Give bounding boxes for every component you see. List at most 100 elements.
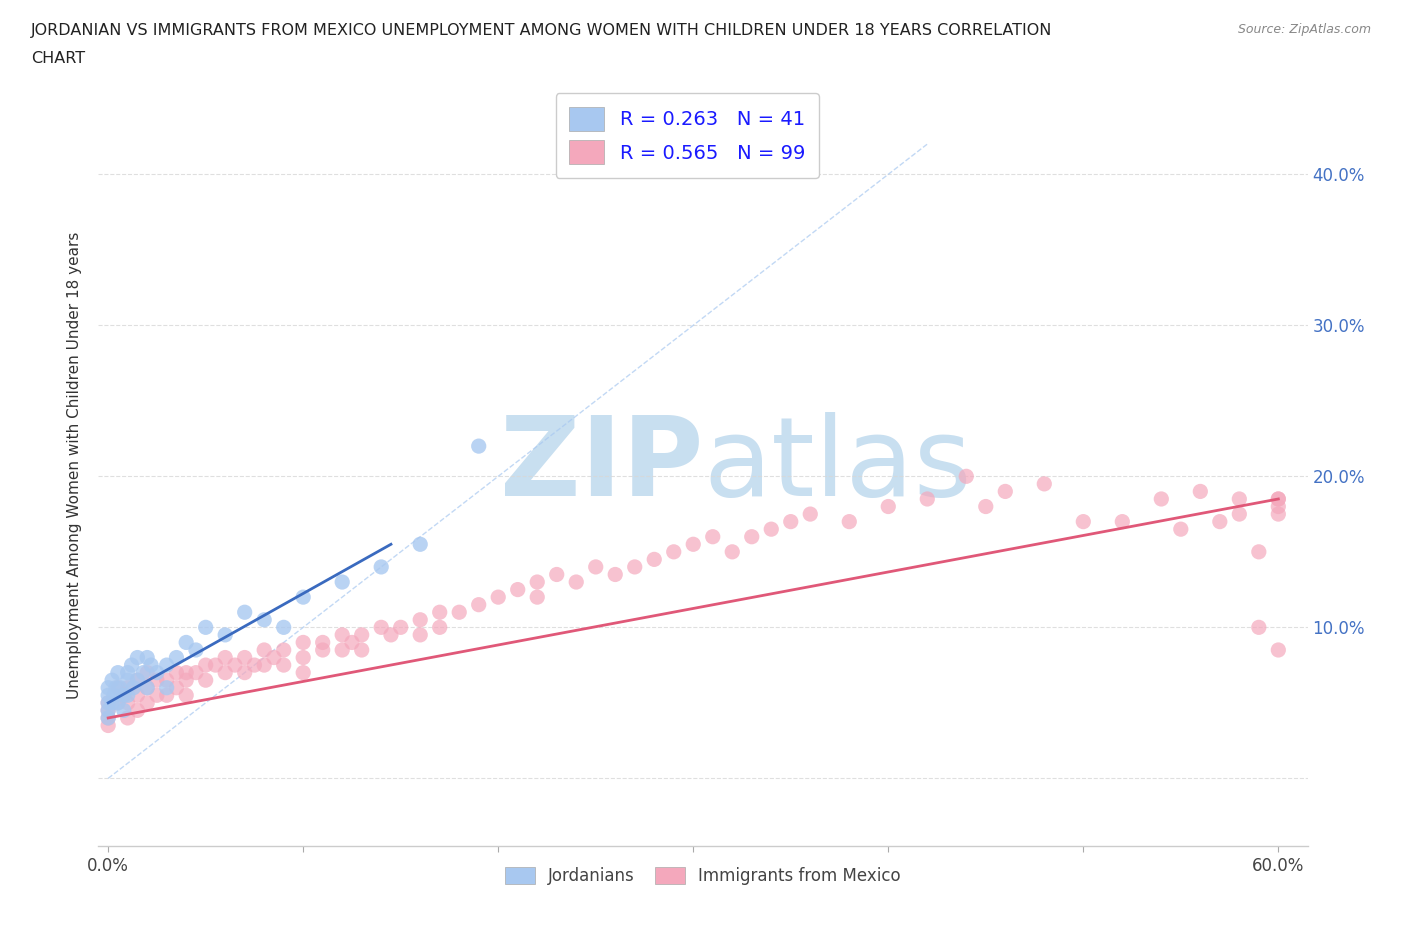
Point [184, 643, 207, 658]
Point [409, 628, 432, 643]
Point [122, 681, 145, 696]
Point [955, 469, 977, 484]
Text: ZIP: ZIP [499, 411, 703, 519]
Point [682, 537, 704, 551]
Point [1247, 544, 1270, 559]
Point [117, 688, 139, 703]
Point [292, 590, 315, 604]
Point [136, 665, 159, 680]
Y-axis label: Unemployment Among Women with Children Under 18 years: Unemployment Among Women with Children U… [67, 232, 83, 698]
Point [146, 672, 169, 687]
Point [526, 575, 548, 590]
Point [127, 672, 149, 687]
Point [1071, 514, 1094, 529]
Point [146, 665, 169, 680]
Point [585, 560, 607, 575]
Point [1033, 476, 1056, 491]
Point [330, 628, 353, 643]
Point [721, 544, 744, 559]
Point [273, 658, 295, 672]
Point [214, 628, 236, 643]
Point [312, 643, 335, 658]
Point [877, 499, 900, 514]
Point [97, 688, 120, 703]
Point [156, 658, 179, 672]
Point [117, 665, 139, 680]
Point [174, 688, 197, 703]
Legend: Jordanians, Immigrants from Mexico: Jordanians, Immigrants from Mexico [498, 860, 908, 891]
Point [292, 665, 315, 680]
Point [292, 650, 315, 665]
Point [136, 681, 159, 696]
Point [340, 635, 363, 650]
Point [112, 688, 135, 703]
Point [184, 665, 207, 680]
Point [165, 650, 187, 665]
Point [380, 628, 402, 643]
Point [174, 635, 197, 650]
Point [662, 544, 685, 559]
Point [108, 681, 131, 696]
Point [127, 703, 149, 718]
Point [1170, 522, 1192, 537]
Point [139, 658, 162, 672]
Point [370, 560, 392, 575]
Point [243, 658, 266, 672]
Point [702, 529, 724, 544]
Point [107, 665, 129, 680]
Text: atlas: atlas [703, 411, 972, 519]
Point [174, 665, 197, 680]
Point [112, 703, 135, 718]
Point [506, 582, 529, 597]
Point [97, 696, 120, 711]
Point [117, 696, 139, 711]
Point [224, 658, 246, 672]
Point [103, 688, 125, 703]
Point [97, 718, 120, 733]
Point [97, 711, 120, 725]
Text: JORDANIAN VS IMMIGRANTS FROM MEXICO UNEMPLOYMENT AMONG WOMEN WITH CHILDREN UNDER: JORDANIAN VS IMMIGRANTS FROM MEXICO UNEM… [31, 23, 1052, 38]
Point [605, 567, 627, 582]
Point [253, 643, 276, 658]
Point [1267, 507, 1289, 522]
Point [136, 696, 159, 711]
Point [1227, 507, 1250, 522]
Point [104, 681, 127, 696]
Point [1209, 514, 1232, 529]
Point [1247, 620, 1270, 635]
Point [253, 612, 276, 627]
Point [1189, 484, 1212, 498]
Point [623, 560, 645, 575]
Point [233, 650, 256, 665]
Point [565, 575, 588, 590]
Point [526, 590, 548, 604]
Point [117, 711, 139, 725]
Point [273, 620, 295, 635]
Point [779, 514, 801, 529]
Point [214, 650, 236, 665]
Point [253, 658, 276, 672]
Point [156, 681, 179, 696]
Point [132, 665, 155, 680]
Point [1267, 492, 1289, 507]
Point [107, 681, 129, 696]
Text: Source: ZipAtlas.com: Source: ZipAtlas.com [1237, 23, 1371, 36]
Point [312, 635, 335, 650]
Point [156, 672, 179, 687]
Point [467, 597, 489, 612]
Point [1267, 643, 1289, 658]
Point [127, 650, 149, 665]
Point [97, 696, 120, 711]
Point [1111, 514, 1133, 529]
Point [136, 681, 159, 696]
Point [330, 643, 353, 658]
Point [994, 484, 1017, 498]
Point [136, 650, 159, 665]
Point [330, 575, 353, 590]
Point [127, 688, 149, 703]
Point [1150, 492, 1173, 507]
Point [117, 681, 139, 696]
Text: CHART: CHART [31, 51, 84, 66]
Point [1267, 492, 1289, 507]
Point [741, 529, 763, 544]
